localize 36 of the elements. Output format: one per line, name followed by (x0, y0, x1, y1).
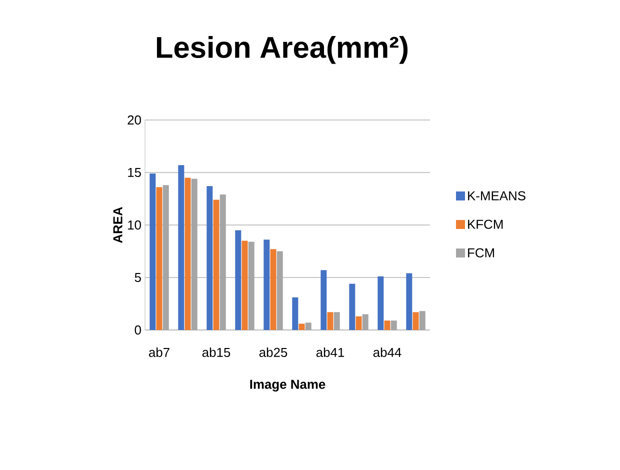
bar (320, 270, 327, 330)
x-tick-label: ab25 (259, 348, 288, 358)
bar (206, 186, 213, 330)
bar (412, 312, 419, 330)
bar (213, 200, 220, 330)
bar (356, 316, 362, 330)
x-tick-label: ab41 (316, 348, 344, 358)
bar (406, 273, 412, 330)
bar (150, 174, 156, 330)
y-tick-label: 10 (128, 220, 141, 230)
y-tick-label: 20 (128, 115, 141, 125)
x-tick-label: ab15 (202, 348, 230, 358)
bar (327, 312, 334, 330)
bar (378, 276, 384, 330)
chart-title: Lesion Area(mm²) (156, 36, 408, 64)
bar (156, 187, 162, 330)
bar (349, 284, 356, 330)
legend-label: K-MEANS (468, 191, 526, 200)
y-tick-label: 5 (134, 272, 141, 282)
bar (184, 178, 191, 330)
y-tick-label: 0 (134, 325, 141, 335)
bar (298, 324, 305, 330)
legend-label: KFCM (468, 220, 503, 229)
bar (384, 320, 390, 330)
x-axis-title: Image Name (250, 380, 326, 392)
x-tick-label: ab7 (149, 348, 170, 358)
bar (242, 240, 248, 330)
legend-label: FCM (468, 248, 494, 258)
x-tick-label: ab44 (373, 348, 402, 358)
y-tick-label: 15 (128, 168, 141, 178)
bar (270, 249, 276, 330)
y-axis-title: AREA (113, 206, 122, 244)
bar (292, 297, 298, 330)
bar (235, 230, 242, 330)
bar (264, 240, 270, 330)
bar (178, 165, 184, 330)
